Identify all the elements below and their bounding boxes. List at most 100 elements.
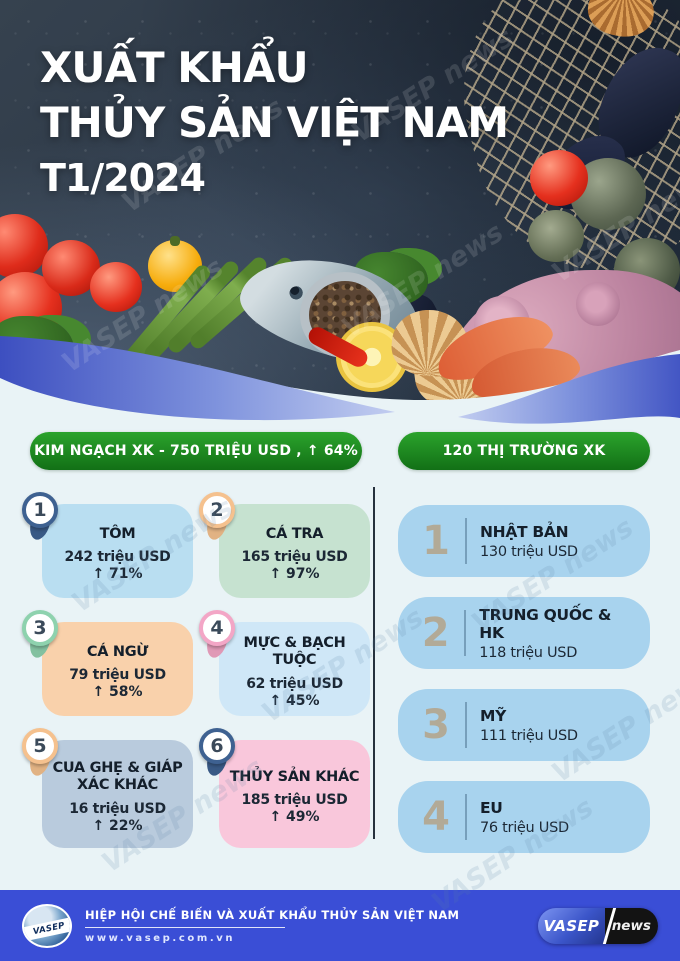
vasep-logo-band: VASEP	[24, 915, 70, 942]
product-card: CUA GHẸ & GIÁP XÁC KHÁC 16 triệu USD ↑ 2…	[42, 740, 193, 848]
product-cell: 6 THỦY SẢN KHÁC 185 triệu USD ↑ 49%	[199, 728, 370, 848]
cherry-tomato-icon	[148, 236, 202, 292]
product-name: TÔM	[99, 525, 136, 542]
rank-number-text: 6	[210, 735, 224, 757]
rank-pin-icon: 4	[199, 610, 241, 666]
rank-number: 6	[199, 728, 235, 764]
market-name: NHẬT BẢN	[480, 522, 569, 541]
rank-pin-icon: 6	[199, 728, 241, 784]
product-value: 185 triệu USD	[241, 792, 348, 809]
tomato-icon	[0, 214, 48, 278]
badge-brand-text: VASEP	[543, 916, 600, 935]
rank-pin-icon: 3	[22, 610, 64, 666]
market-divider	[465, 518, 467, 564]
badge-brand: VASEP	[538, 907, 605, 944]
rank-number-text: 2	[210, 499, 224, 521]
page-title: XUẤT KHẨU THỦY SẢN VIỆT NAM T1/2024	[40, 40, 509, 203]
market-row: 3 MỸ 111 triệu USD	[398, 689, 650, 761]
product-value: 79 triệu USD	[69, 667, 166, 684]
rank-number: 4	[199, 610, 235, 646]
product-value: 242 triệu USD	[64, 549, 171, 566]
wave-transition	[0, 336, 680, 440]
product-card: TÔM 242 triệu USD ↑ 71%	[42, 504, 193, 598]
market-divider	[464, 610, 467, 656]
market-text: MỸ 111 triệu USD	[480, 707, 578, 744]
product-card: CÁ NGỪ 79 triệu USD ↑ 58%	[42, 622, 193, 716]
product-grid: 1 TÔM 242 triệu USD ↑ 71% 2 CÁ TRA 165 t…	[22, 492, 370, 848]
market-list: 1 NHẬT BẢN 130 triệu USD 2 TRUNG QUỐC & …	[398, 505, 650, 873]
rank-number-text: 3	[33, 617, 47, 639]
market-value: 111 triệu USD	[480, 727, 578, 744]
market-count-banner: 120 THỊ TRƯỜNG XK	[398, 432, 650, 470]
rank-number-text: 5	[33, 735, 47, 757]
product-cell: 5 CUA GHẸ & GIÁP XÁC KHÁC 16 triệu USD ↑…	[22, 728, 193, 848]
product-growth: ↑ 71%	[92, 566, 143, 583]
tomato-icon	[90, 262, 142, 312]
product-value: 165 triệu USD	[241, 549, 348, 566]
vasep-news-badge: VASEP news	[538, 907, 658, 944]
product-growth: ↑ 58%	[92, 684, 143, 701]
product-card: MỰC & BẠCH TUỘC 62 triệu USD ↑ 45%	[219, 622, 370, 716]
export-value-banner: KIM NGẠCH XK - 750 TRIỆU USD , ↑ 64%	[30, 432, 362, 470]
rank-number: 5	[22, 728, 58, 764]
market-rank: 4	[422, 794, 450, 840]
product-card: CÁ TRA 165 triệu USD ↑ 97%	[219, 504, 370, 598]
product-name: CÁ NGỪ	[86, 643, 149, 660]
product-name: THỦY SẢN KHÁC	[229, 768, 360, 785]
market-row: 2 TRUNG QUỐC & HK 118 triệu USD	[398, 597, 650, 669]
product-value: 62 triệu USD	[246, 675, 343, 692]
clam-icon	[528, 210, 584, 262]
rank-number: 1	[22, 492, 58, 528]
vasep-logo-text: VASEP	[32, 920, 66, 937]
market-text: TRUNG QUỐC & HK 118 triệu USD	[479, 606, 638, 661]
market-rank: 2	[421, 610, 450, 656]
market-value: 118 triệu USD	[479, 644, 578, 661]
product-cell: 3 CÁ NGỪ 79 triệu USD ↑ 58%	[22, 610, 193, 716]
org-website: www.vasep.com.vn	[85, 932, 236, 944]
product-growth: ↑ 97%	[269, 566, 320, 583]
market-text: NHẬT BẢN 130 triệu USD	[480, 523, 578, 560]
rank-number-text: 1	[33, 499, 47, 521]
rank-pin-icon: 5	[22, 728, 64, 784]
hero-section: VASEP news VASEP news VASEP news VASEP n…	[0, 0, 680, 440]
product-growth: ↑ 45%	[269, 692, 320, 709]
market-divider	[465, 702, 467, 748]
product-cell: 1 TÔM 242 triệu USD ↑ 71%	[22, 492, 193, 598]
market-rank: 1	[422, 518, 450, 564]
title-line-3: T1/2024	[40, 155, 206, 200]
market-value: 130 triệu USD	[480, 543, 578, 560]
title-line-1: XUẤT KHẨU	[40, 43, 309, 92]
product-growth: ↑ 49%	[269, 809, 320, 826]
product-cell: 4 MỰC & BẠCH TUỘC 62 triệu USD ↑ 45%	[199, 610, 370, 716]
market-name: TRUNG QUỐC & HK	[479, 605, 612, 642]
product-name: CUA GHẸ & GIÁP XÁC KHÁC	[52, 760, 183, 793]
rank-number: 3	[22, 610, 58, 646]
product-card: THỦY SẢN KHÁC 185 triệu USD ↑ 49%	[219, 740, 370, 848]
org-block: HIỆP HỘI CHẾ BIẾN VÀ XUẤT KHẨU THỦY SẢN …	[85, 908, 459, 944]
product-name: CÁ TRA	[265, 525, 324, 542]
rank-pin-icon: 2	[199, 492, 241, 548]
footer: VASEP HIỆP HỘI CHẾ BIẾN VÀ XUẤT KHẨU THỦ…	[0, 890, 680, 961]
market-name: MỸ	[480, 706, 507, 725]
product-cell: 2 CÁ TRA 165 triệu USD ↑ 97%	[199, 492, 370, 598]
market-row: 4 EU 76 triệu USD	[398, 781, 650, 853]
rank-pin-icon: 1	[22, 492, 64, 548]
market-text: EU 76 triệu USD	[480, 799, 569, 836]
badge-suffix-text: news	[611, 917, 651, 934]
rank-number: 2	[199, 492, 235, 528]
market-rank: 3	[422, 702, 450, 748]
market-divider	[465, 794, 467, 840]
octopus-tentacle	[576, 282, 620, 326]
rank-number-text: 4	[210, 617, 224, 639]
market-name: EU	[480, 798, 503, 817]
market-value: 76 triệu USD	[480, 819, 569, 836]
org-name: HIỆP HỘI CHẾ BIẾN VÀ XUẤT KHẨU THỦY SẢN …	[85, 907, 460, 922]
product-value: 16 triệu USD	[69, 800, 166, 817]
product-name: MỰC & BẠCH TUỘC	[243, 635, 346, 668]
tomato-icon	[530, 150, 588, 206]
org-divider-line	[85, 926, 285, 928]
market-row: 1 NHẬT BẢN 130 triệu USD	[398, 505, 650, 577]
title-line-2: THỦY SẢN VIỆT NAM	[40, 98, 509, 148]
vasep-logo: VASEP	[22, 903, 72, 948]
